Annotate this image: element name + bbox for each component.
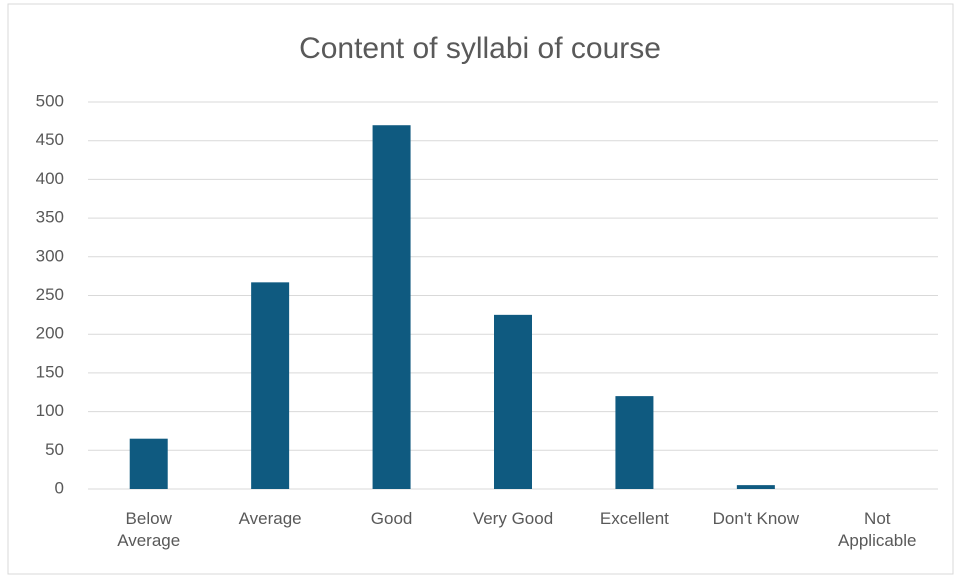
y-tick-label: 350 <box>36 208 64 227</box>
bar <box>494 314 532 489</box>
y-tick-label: 250 <box>36 285 64 304</box>
bar <box>372 125 411 489</box>
y-tick-label: 150 <box>36 362 64 381</box>
bar <box>251 282 290 489</box>
x-tick-label: Below Average <box>117 509 181 550</box>
y-tick-label: 200 <box>36 324 64 343</box>
x-tick-label: Not Applicable <box>838 509 917 550</box>
x-tick-label: Good <box>370 509 413 528</box>
x-tick-label: Excellent <box>599 509 669 528</box>
x-tick-label: Average <box>238 509 302 528</box>
bar <box>736 485 775 489</box>
y-tick-label: 300 <box>36 246 64 265</box>
bar <box>615 396 654 489</box>
x-tick-label: Very Good <box>472 509 554 528</box>
y-tick-label: 450 <box>36 130 64 149</box>
y-tick-label: 0 <box>55 478 64 497</box>
bar <box>129 438 168 489</box>
chart-title: Content of syllabi of course <box>299 32 661 65</box>
y-tick-label: 50 <box>45 440 64 459</box>
y-tick-label: 500 <box>36 91 64 110</box>
x-tick-label: Don't Know <box>712 509 800 528</box>
y-tick-label: 100 <box>36 401 64 420</box>
y-tick-label: 400 <box>36 169 64 188</box>
